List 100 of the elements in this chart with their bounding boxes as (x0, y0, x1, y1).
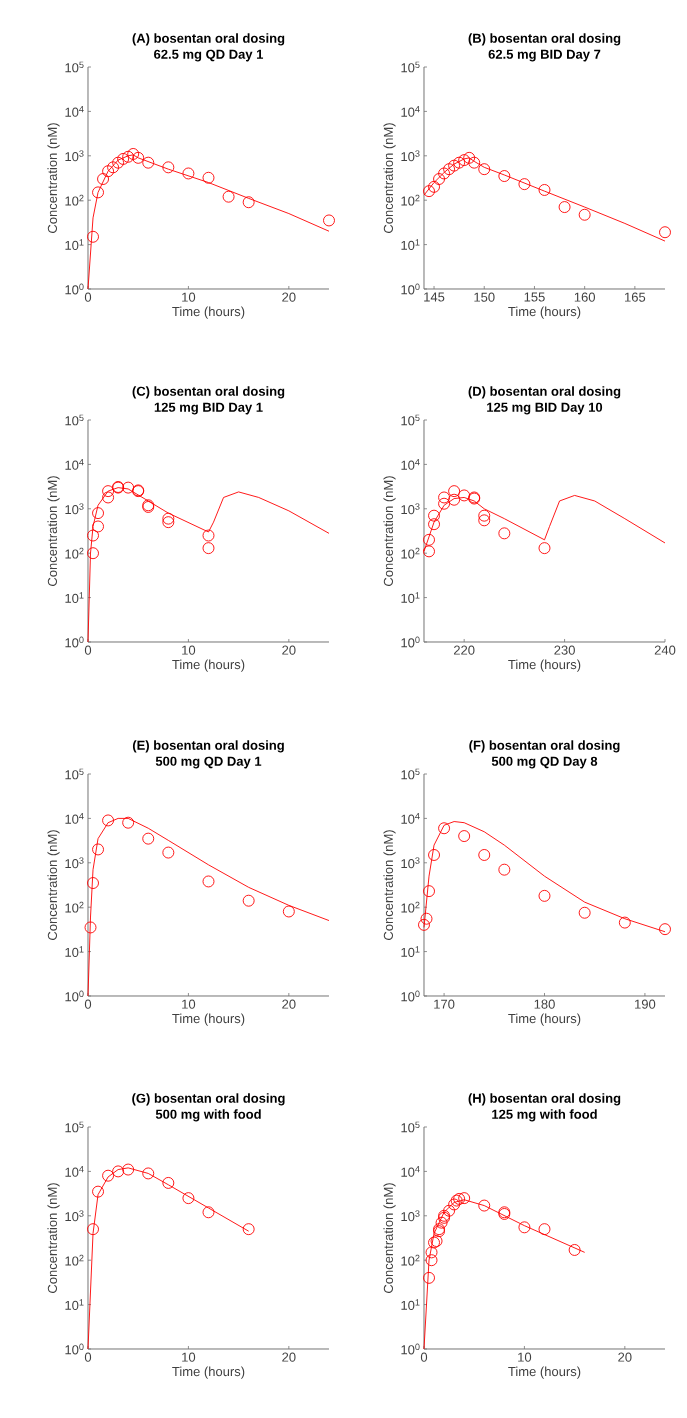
point (518, 178, 531, 191)
x-tick-label: 180 (534, 999, 555, 1009)
y-tick-label: 10$^{4}$ (401, 459, 420, 470)
y-axis-title: Concentration (nM) (47, 476, 60, 586)
y-tick-label: 10$^{2}$ (65, 901, 84, 913)
point (127, 148, 140, 160)
point (463, 151, 476, 164)
point (242, 196, 255, 209)
point (202, 875, 215, 888)
point (433, 173, 446, 185)
point (142, 1167, 155, 1180)
point (538, 184, 551, 196)
y-tick-label: 10$^{4}$ (65, 813, 84, 824)
point (538, 1223, 551, 1236)
x-tick-label: 220 (453, 645, 475, 655)
x-axis-title: Time (hours) (508, 306, 581, 319)
y-axis-title: Concentration (nM) (47, 123, 60, 233)
chart-subtitle: 62.5 mg BID Day 7 (488, 49, 601, 62)
point (182, 1192, 195, 1205)
x-tick-label: 150 (474, 292, 495, 302)
y-tick-label: 10$^{5}$ (65, 414, 84, 426)
point (478, 509, 491, 522)
y-tick-label: 10$^{4}$ (401, 1166, 420, 1177)
point (423, 533, 435, 546)
chart-subtitle: 125 mg BID Day 10 (487, 402, 603, 415)
y-tick-label: 10$^{4}$ (401, 813, 420, 824)
x-tick-label: 10 (182, 292, 196, 302)
y-tick-label: 10$^{1}$ (401, 592, 420, 603)
point (97, 173, 110, 185)
chart-subtitle: 125 mg BID Day 1 (154, 402, 263, 415)
x-tick-label: 0 (84, 999, 92, 1009)
point (92, 843, 104, 856)
y-tick-label: 10$^{1}$ (401, 946, 420, 957)
point (112, 1165, 125, 1178)
x-tick-label: 160 (574, 292, 595, 302)
x-tick-label: 10 (182, 1352, 196, 1362)
point (142, 156, 155, 169)
point (478, 1199, 491, 1212)
point (458, 489, 471, 502)
point (242, 894, 255, 907)
point (122, 816, 135, 829)
point (578, 208, 591, 221)
y-axis-title: Concentration (nM) (383, 1183, 396, 1293)
point (425, 1246, 438, 1259)
x-tick-label: 170 (434, 999, 455, 1009)
chart-title: (D) bosentan oral dosing (468, 386, 621, 399)
y-tick-label: 10$^{5}$ (401, 414, 420, 426)
point (132, 151, 145, 164)
x-tick-label: 240 (654, 645, 676, 655)
point (87, 529, 99, 542)
y-tick-label: 10$^{0}$ (401, 1343, 420, 1355)
point (162, 1176, 175, 1189)
point (568, 1244, 581, 1256)
point (102, 165, 115, 178)
point (428, 849, 440, 861)
point (162, 512, 175, 525)
point (458, 830, 471, 843)
y-tick-label: 10$^{0}$ (401, 283, 420, 295)
y-tick-label: 10$^{0}$ (65, 636, 84, 648)
point (448, 493, 461, 506)
y-axis-title: Concentration (nM) (47, 830, 60, 940)
point (498, 170, 511, 182)
x-axis-title: Time (hours) (172, 1366, 245, 1379)
point (538, 889, 551, 902)
x-axis-title: Time (hours) (508, 1013, 581, 1026)
x-tick-label: 0 (84, 1352, 92, 1362)
y-tick-label: 10$^{3}$ (401, 1210, 420, 1222)
point (478, 163, 491, 176)
y-tick-label: 10$^{1}$ (65, 239, 84, 250)
point (468, 156, 481, 169)
x-tick-label: 20 (282, 999, 296, 1009)
y-axis-title: Concentration (nM) (47, 1183, 60, 1293)
point (478, 514, 491, 527)
x-tick-label: 230 (554, 645, 575, 655)
point (428, 509, 440, 522)
x-tick-label: 0 (420, 1352, 428, 1362)
y-tick-label: 10$^{0}$ (65, 1343, 84, 1355)
point (453, 156, 466, 169)
x-tick-label: 0 (84, 645, 92, 655)
chart-subtitle: 500 mg with food (155, 1109, 261, 1122)
point (92, 507, 104, 520)
y-tick-label: 10$^{2}$ (401, 901, 420, 913)
y-tick-label: 10$^{5}$ (401, 768, 420, 780)
point (87, 1223, 99, 1236)
point (618, 916, 631, 929)
point (423, 185, 435, 198)
y-tick-label: 10$^{5}$ (65, 1121, 84, 1133)
y-tick-label: 10$^{0}$ (401, 990, 420, 1002)
point (458, 154, 471, 167)
y-tick-label: 10$^{5}$ (65, 61, 84, 73)
point (202, 542, 215, 555)
y-tick-label: 10$^{2}$ (401, 1254, 420, 1266)
x-tick-label: 20 (282, 1352, 296, 1362)
point (659, 226, 671, 239)
point (102, 1169, 115, 1182)
point (659, 923, 671, 936)
point (418, 918, 430, 931)
y-tick-label: 10$^{5}$ (401, 61, 420, 73)
y-tick-label: 10$^{1}$ (65, 1299, 84, 1310)
point (518, 1221, 531, 1234)
